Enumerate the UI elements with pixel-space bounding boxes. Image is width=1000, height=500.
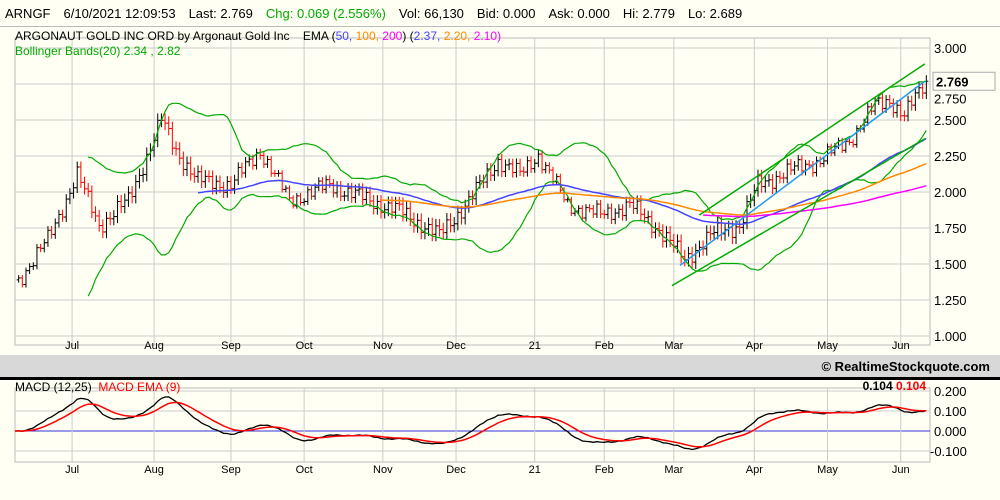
last-price-label: 2.769 xyxy=(936,74,969,89)
bollinger-lower xyxy=(87,130,927,297)
price-tick-label: 2.750 xyxy=(934,91,967,106)
month-label: 21 xyxy=(529,464,541,476)
month-label: Apr xyxy=(746,340,763,352)
ema-label: EMA ( xyxy=(302,29,336,43)
month-label: May xyxy=(817,464,838,476)
trendline-channel-upper xyxy=(699,63,926,216)
ema200-period: 200 xyxy=(382,29,403,43)
separator-strip: © RealtimeStockquote.com xyxy=(0,355,1000,380)
ema-sep: ) ( xyxy=(402,29,414,43)
month-label: 21 xyxy=(529,340,541,352)
month-label: Mar xyxy=(664,464,683,476)
ema200-value: 2.10) xyxy=(473,29,502,43)
month-label: May xyxy=(817,340,838,352)
symbol: ARNGF xyxy=(5,5,51,21)
ema50-period: 50, xyxy=(335,29,353,43)
ask: Ask: 0.000 xyxy=(548,5,610,21)
month-label: Feb xyxy=(595,340,614,352)
ema50-value: 2.37, xyxy=(413,29,441,43)
datetime: 6/10/2021 12:09:53 xyxy=(63,5,176,21)
high: Hi: 2.779 xyxy=(622,5,675,21)
macd-line xyxy=(14,396,927,451)
company-name: ARGONAUT GOLD INC ORD by Argonaut Gold I… xyxy=(15,29,290,43)
month-label: Sep xyxy=(221,340,241,352)
month-label: Mar xyxy=(664,340,683,352)
price-tick-label: 1.750 xyxy=(934,221,967,236)
low: Lo: 2.689 xyxy=(687,5,743,21)
last-price: Last: 2.769 xyxy=(188,5,253,21)
month-label: Apr xyxy=(746,464,763,476)
macd-ema-label: MACD EMA (9) xyxy=(98,380,181,394)
month-label: Oct xyxy=(296,340,313,352)
quote-header: ARNGF 6/10/2021 12:09:53 Last: 2.769 Chg… xyxy=(0,0,1000,27)
price-tick-label: 2.500 xyxy=(934,113,967,128)
month-label: Nov xyxy=(373,464,393,476)
price-tick-label: 2.000 xyxy=(934,185,967,200)
bollinger-upper xyxy=(88,80,927,221)
macd-tick-label: 0.200 xyxy=(934,384,967,399)
ema50-line xyxy=(197,137,927,225)
last-price-box xyxy=(932,71,996,91)
month-label: Dec xyxy=(446,464,466,476)
trendline-regression xyxy=(679,80,926,267)
month-label: Nov xyxy=(373,340,393,352)
ohlc-bar xyxy=(924,75,929,100)
price-tick-label: 1.000 xyxy=(934,329,967,344)
macd-label: MACD (12,25) xyxy=(15,380,92,394)
bollinger-legend: Bollinger Bands(20) 2.34 , 2.82 xyxy=(15,44,181,58)
month-label: Aug xyxy=(144,340,164,352)
macd-signal-line xyxy=(15,401,927,448)
macd-tick-label: 0.100 xyxy=(934,404,967,419)
macd-value: 0.104 xyxy=(862,379,893,393)
volume: Vol: 66,130 xyxy=(398,5,464,21)
price-tick-label: 1.250 xyxy=(934,293,967,308)
month-label: Jul xyxy=(65,464,79,476)
month-label: Feb xyxy=(595,464,614,476)
ema100-line xyxy=(380,162,927,216)
ema100-period: 100, xyxy=(355,29,379,43)
macd-panel xyxy=(14,387,931,463)
macd-tick-label: -0.100 xyxy=(930,444,967,459)
macd-ema-value: 0.104 xyxy=(895,379,926,393)
month-label: Dec xyxy=(446,340,466,352)
ema100-value: 2.20, xyxy=(443,29,471,43)
price-tick-label: 2.250 xyxy=(934,149,967,164)
month-label: Jun xyxy=(892,464,910,476)
trendline-channel-lower xyxy=(671,138,926,287)
month-label: Jul xyxy=(65,340,79,352)
copyright: © RealtimeStockquote.com xyxy=(821,359,990,374)
macd-tick-label: 0.000 xyxy=(934,424,967,439)
price-tick-label: 3.000 xyxy=(934,41,967,56)
change: Chg: 0.069 (2.556%) xyxy=(265,5,386,21)
macd-legend: MACD (12,25) MACD EMA (9) xyxy=(15,380,180,394)
month-label: Oct xyxy=(296,464,313,476)
month-label: Jun xyxy=(892,340,910,352)
macd-values: 0.104 0.104 xyxy=(863,379,926,393)
bid: Bid: 0.000 xyxy=(476,5,536,21)
ema200-line xyxy=(703,184,927,218)
month-label: Sep xyxy=(221,464,241,476)
price-tick-label: 1.500 xyxy=(934,257,967,272)
month-label: Aug xyxy=(144,464,164,476)
chart-title: ARGONAUT GOLD INC ORD by Argonaut Gold I… xyxy=(15,29,501,43)
